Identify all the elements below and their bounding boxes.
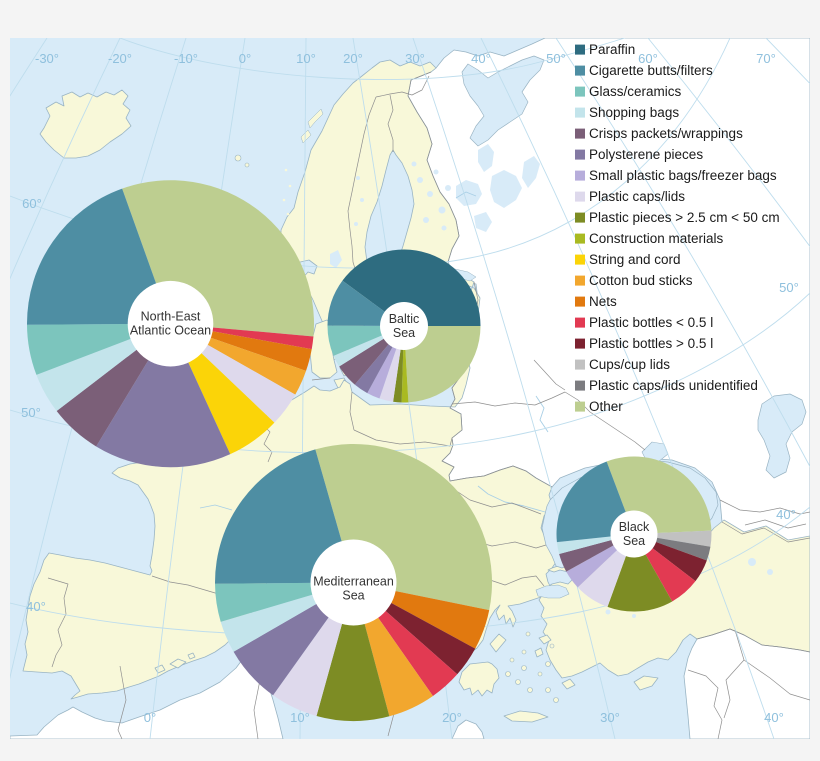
svg-text:30°: 30° (405, 51, 425, 66)
svg-text:Other: Other (589, 399, 623, 414)
svg-text:Small plastic bags/freezer bag: Small plastic bags/freezer bags (589, 168, 777, 183)
svg-text:Nets: Nets (589, 294, 617, 309)
svg-text:40°: 40° (776, 507, 796, 522)
svg-text:Plastic caps/lids unidentified: Plastic caps/lids unidentified (589, 378, 758, 393)
svg-text:String and cord: String and cord (589, 252, 681, 267)
svg-text:Sea: Sea (623, 534, 645, 548)
svg-text:Cups/cup lids: Cups/cup lids (589, 357, 670, 372)
svg-text:0°: 0° (144, 710, 156, 725)
svg-text:Cotton bud sticks: Cotton bud sticks (589, 273, 693, 288)
svg-text:Plastic bottles > 0.5 l: Plastic bottles > 0.5 l (589, 336, 713, 351)
svg-text:10°: 10° (290, 710, 310, 725)
svg-text:-10°: -10° (174, 51, 198, 66)
svg-text:Paraffin: Paraffin (589, 42, 635, 57)
svg-text:Black: Black (619, 520, 650, 534)
svg-text:70°: 70° (756, 51, 776, 66)
svg-text:0°: 0° (239, 51, 251, 66)
svg-text:40°: 40° (764, 710, 784, 725)
svg-text:20°: 20° (343, 51, 363, 66)
svg-text:40°: 40° (471, 51, 491, 66)
svg-text:Mediterranean: Mediterranean (313, 575, 394, 589)
svg-text:50°: 50° (779, 280, 799, 295)
svg-text:50°: 50° (546, 51, 566, 66)
svg-text:60°: 60° (638, 51, 658, 66)
svg-text:30°: 30° (600, 710, 620, 725)
svg-text:Shopping bags: Shopping bags (589, 105, 679, 120)
svg-text:40°: 40° (26, 599, 46, 614)
svg-text:60°: 60° (22, 196, 42, 211)
svg-text:-30°: -30° (35, 51, 59, 66)
svg-text:North-East: North-East (141, 310, 201, 324)
svg-text:-20°: -20° (108, 51, 132, 66)
svg-text:Crisps packets/wrappings: Crisps packets/wrappings (589, 126, 743, 141)
svg-text:Plastic pieces > 2.5 cm < 50 c: Plastic pieces > 2.5 cm < 50 cm (589, 210, 780, 225)
svg-text:Sea: Sea (393, 326, 415, 340)
svg-text:Polysterene pieces: Polysterene pieces (589, 147, 703, 162)
svg-text:20°: 20° (442, 710, 462, 725)
svg-text:Plastic bottles < 0.5 l: Plastic bottles < 0.5 l (589, 315, 713, 330)
svg-text:Glass/ceramics: Glass/ceramics (589, 84, 682, 99)
svg-text:Atlantic Ocean: Atlantic Ocean (130, 324, 211, 338)
svg-text:Plastic caps/lids: Plastic caps/lids (589, 189, 685, 204)
svg-text:10°: 10° (296, 51, 316, 66)
svg-text:50°: 50° (21, 405, 41, 420)
svg-text:Cigarette butts/filters: Cigarette butts/filters (589, 63, 713, 78)
svg-text:Sea: Sea (342, 589, 364, 603)
svg-text:Baltic: Baltic (389, 312, 420, 326)
svg-text:Construction materials: Construction materials (589, 231, 724, 246)
